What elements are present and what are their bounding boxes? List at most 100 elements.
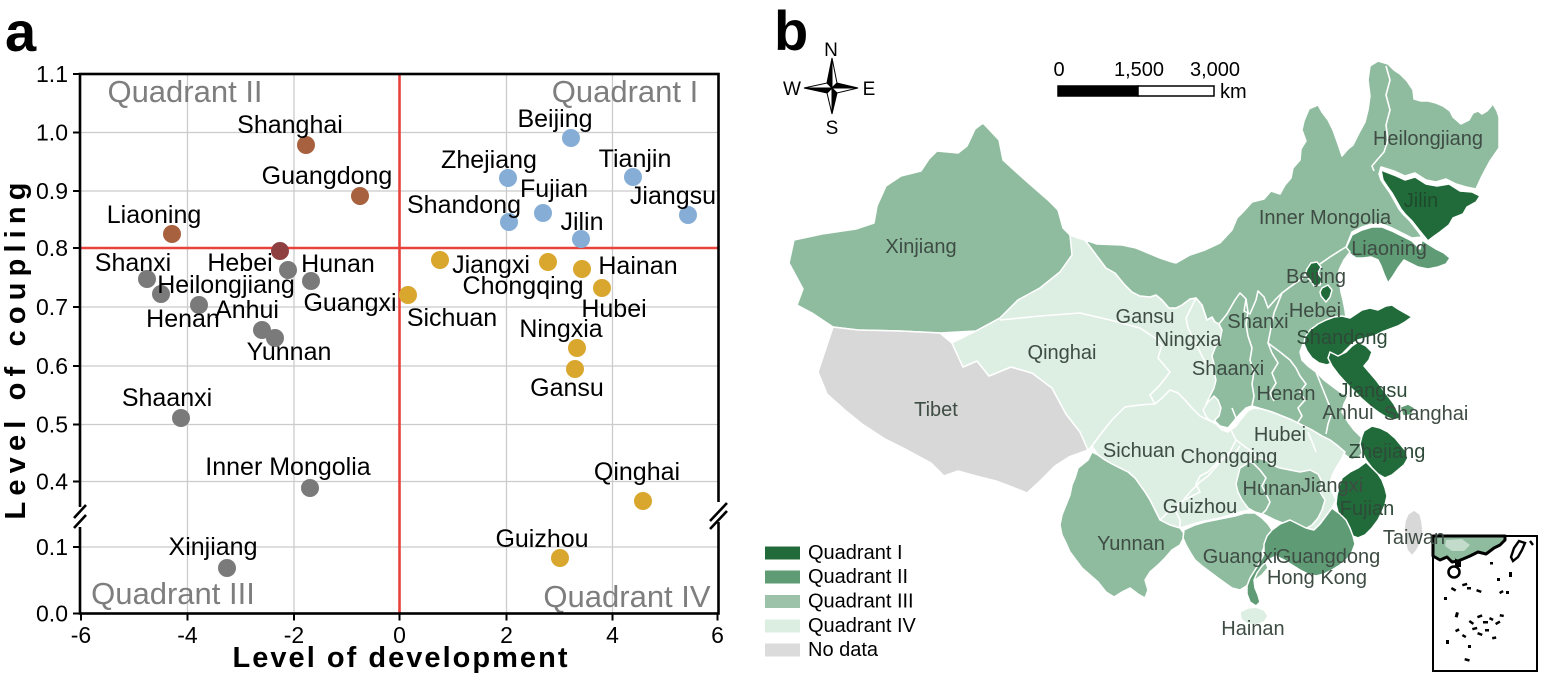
svg-text:0.0: 0.0: [36, 601, 68, 627]
svg-text:-2: -2: [284, 622, 304, 648]
svg-text:Guizhou: Guizhou: [495, 525, 588, 553]
svg-text:Beijing: Beijing: [1286, 266, 1346, 288]
svg-text:Ningxia: Ningxia: [1155, 329, 1223, 351]
svg-text:Fujian: Fujian: [1340, 498, 1394, 520]
svg-text:Guangxi: Guangxi: [1203, 546, 1278, 568]
svg-text:Hubei: Hubei: [581, 295, 646, 323]
svg-text:E: E: [863, 79, 876, 100]
svg-text:1.0: 1.0: [36, 120, 68, 146]
svg-text:Quadrant III: Quadrant III: [808, 591, 914, 613]
svg-text:Shaanxi: Shaanxi: [122, 384, 212, 412]
svg-text:-6: -6: [71, 622, 91, 648]
svg-text:W: W: [783, 79, 801, 100]
svg-text:Qinghai: Qinghai: [1028, 342, 1097, 364]
svg-text:Guangxi: Guangxi: [303, 289, 396, 317]
svg-text:Tianjin: Tianjin: [599, 145, 672, 173]
svg-text:Hunan: Hunan: [1243, 478, 1302, 500]
svg-text:1,500: 1,500: [1114, 59, 1164, 81]
svg-text:Xinjiang: Xinjiang: [169, 533, 258, 561]
svg-text:b: b: [774, 0, 808, 62]
svg-text:Taiwan: Taiwan: [1383, 527, 1445, 549]
svg-text:0.9: 0.9: [36, 178, 68, 204]
svg-text:Sichuan: Sichuan: [407, 304, 497, 332]
svg-text:Chongqing: Chongqing: [463, 272, 584, 300]
svg-text:Yunnan: Yunnan: [1097, 533, 1165, 555]
svg-text:1.1: 1.1: [36, 61, 68, 87]
svg-text:Gansu: Gansu: [1116, 306, 1175, 328]
svg-text:Shanghai: Shanghai: [1384, 403, 1469, 425]
svg-text:0: 0: [1053, 59, 1064, 81]
svg-text:2: 2: [500, 622, 513, 648]
svg-text:Quadrant I: Quadrant I: [552, 74, 698, 109]
svg-text:Ningxia: Ningxia: [519, 315, 602, 343]
svg-text:Hebei: Hebei: [207, 249, 272, 277]
svg-text:Chongqing: Chongqing: [1181, 446, 1278, 468]
svg-text:Tibet: Tibet: [914, 399, 958, 421]
svg-text:Hebei: Hebei: [1289, 300, 1341, 322]
svg-text:Shanxi: Shanxi: [95, 249, 171, 277]
svg-text:Shaanxi: Shaanxi: [1192, 358, 1264, 380]
svg-text:3,000: 3,000: [1190, 59, 1240, 81]
svg-text:Shandong: Shandong: [1296, 327, 1387, 349]
svg-text:Level of development: Level of development: [233, 642, 568, 674]
svg-text:Heilongjiang: Heilongjiang: [1373, 128, 1483, 150]
svg-text:Henan: Henan: [146, 305, 220, 333]
svg-text:4: 4: [606, 622, 619, 648]
svg-text:N: N: [824, 40, 838, 61]
svg-text:Hainan: Hainan: [598, 252, 677, 280]
svg-text:Zhejiang: Zhejiang: [441, 146, 537, 174]
svg-text:Guangdong: Guangdong: [262, 162, 393, 190]
svg-text:Shandong: Shandong: [407, 191, 521, 219]
svg-text:Beijing: Beijing: [517, 105, 592, 133]
svg-text:Guizhou: Guizhou: [1163, 496, 1238, 518]
svg-text:Hong Kong: Hong Kong: [1267, 567, 1367, 589]
svg-text:Henan: Henan: [1257, 383, 1316, 405]
svg-text:Hubei: Hubei: [1254, 424, 1306, 446]
svg-text:Jilin: Jilin: [1404, 190, 1438, 212]
svg-text:Quadrant I: Quadrant I: [808, 542, 903, 564]
svg-text:Liaoning: Liaoning: [107, 201, 202, 229]
svg-text:Quadrant II: Quadrant II: [808, 566, 908, 588]
svg-text:Fujian: Fujian: [520, 175, 588, 203]
svg-text:Hunan: Hunan: [301, 250, 375, 278]
svg-text:Quadrant II: Quadrant II: [107, 74, 262, 109]
svg-text:Guangdong: Guangdong: [1276, 546, 1381, 568]
svg-text:Jilin: Jilin: [560, 208, 603, 236]
svg-text:Inner Mongolia: Inner Mongolia: [1259, 207, 1392, 229]
svg-text:Gansu: Gansu: [530, 374, 604, 402]
svg-text:6: 6: [711, 622, 724, 648]
svg-text:No data: No data: [808, 639, 879, 661]
svg-text:S: S: [826, 118, 839, 139]
svg-text:Jiangxi: Jiangxi: [452, 251, 530, 279]
svg-text:Liaoning: Liaoning: [1351, 238, 1427, 260]
svg-text:Zhejiang: Zhejiang: [1349, 441, 1426, 463]
svg-text:Shanxi: Shanxi: [1227, 311, 1288, 333]
svg-text:Anhui: Anhui: [1322, 402, 1373, 424]
svg-text:0.1: 0.1: [36, 534, 68, 560]
svg-text:0.7: 0.7: [36, 294, 68, 320]
svg-text:Jiangsu: Jiangsu: [630, 182, 716, 210]
svg-text:Jiangxi: Jiangxi: [1301, 475, 1363, 497]
svg-text:-4: -4: [177, 622, 198, 648]
svg-text:0.6: 0.6: [36, 353, 68, 379]
svg-text:0.8: 0.8: [36, 235, 68, 261]
svg-text:Quadrant IV: Quadrant IV: [808, 615, 917, 637]
svg-text:a: a: [5, 0, 37, 63]
svg-text:Qinghai: Qinghai: [594, 458, 680, 486]
svg-text:Sichuan: Sichuan: [1103, 440, 1175, 462]
svg-text:Level of coupling: Level of coupling: [0, 183, 32, 520]
svg-text:Hainan: Hainan: [1221, 618, 1284, 640]
svg-text:0.5: 0.5: [36, 412, 68, 438]
svg-text:0: 0: [393, 622, 406, 648]
svg-text:Xinjiang: Xinjiang: [885, 236, 956, 258]
svg-text:km: km: [1220, 81, 1247, 103]
svg-text:Jiangsu: Jiangsu: [1339, 380, 1408, 402]
svg-text:Quadrant III: Quadrant III: [91, 576, 255, 611]
svg-text:Heilongjiang: Heilongjiang: [157, 271, 295, 299]
svg-text:Shanghai: Shanghai: [237, 111, 343, 139]
svg-text:Quadrant IV: Quadrant IV: [543, 579, 710, 614]
svg-text:0.4: 0.4: [36, 469, 68, 495]
svg-text:Inner Mongolia: Inner Mongolia: [205, 453, 370, 481]
svg-text:Yunnan: Yunnan: [247, 338, 332, 366]
svg-text:Anhui: Anhui: [215, 296, 279, 324]
